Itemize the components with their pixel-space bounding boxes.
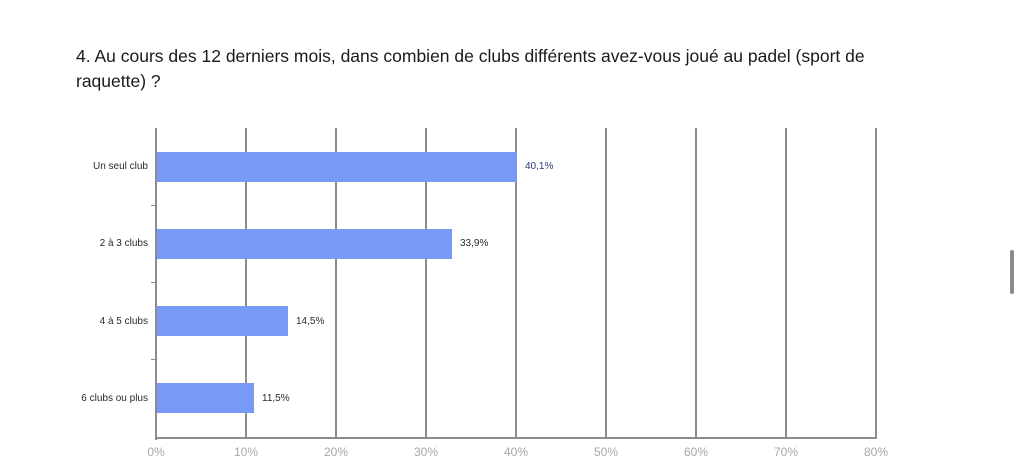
category-label: 4 à 5 clubs bbox=[99, 316, 148, 327]
category-label: 2 à 3 clubs bbox=[99, 238, 148, 249]
vertical-scrollbar[interactable] bbox=[1010, 250, 1014, 294]
question-title: 4. Au cours des 12 derniers mois, dans c… bbox=[76, 46, 865, 91]
bar-2-a-3-clubs bbox=[157, 229, 452, 259]
x-tick-label: 20% bbox=[323, 445, 349, 459]
x-tick-label: 50% bbox=[593, 445, 619, 459]
y-axis bbox=[155, 128, 157, 440]
gridline-80 bbox=[875, 128, 877, 438]
x-tick-label: 30% bbox=[413, 445, 439, 459]
y-tick bbox=[151, 359, 156, 360]
x-tick-label: 60% bbox=[683, 445, 709, 459]
gridline-40 bbox=[515, 128, 517, 438]
bar-6-clubs-ou-plus bbox=[157, 383, 254, 413]
value-label: 33,9% bbox=[460, 238, 489, 249]
x-tick-label: 70% bbox=[773, 445, 799, 459]
gridline-50 bbox=[605, 128, 607, 438]
value-label: 14,5% bbox=[296, 316, 325, 327]
x-tick-label: 10% bbox=[233, 445, 259, 459]
bar-un-seul-club bbox=[157, 152, 517, 182]
value-label: 11,5% bbox=[262, 393, 290, 404]
x-tick-label: 80% bbox=[863, 445, 889, 459]
x-tick-label: 40% bbox=[503, 445, 529, 459]
y-tick bbox=[151, 205, 156, 206]
gridline-20 bbox=[335, 128, 337, 438]
y-tick bbox=[151, 282, 156, 283]
x-tick-label: 0% bbox=[147, 445, 165, 459]
x-axis bbox=[155, 437, 877, 439]
bar-4-a-5-clubs bbox=[157, 306, 288, 336]
value-label: 40,1% bbox=[525, 161, 554, 172]
gridline-30 bbox=[425, 128, 427, 438]
category-label: Un seul club bbox=[92, 161, 148, 172]
gridline-10 bbox=[245, 128, 247, 438]
gridline-70 bbox=[785, 128, 787, 438]
category-label: 6 clubs ou plus bbox=[81, 393, 148, 404]
gridline-60 bbox=[695, 128, 697, 438]
